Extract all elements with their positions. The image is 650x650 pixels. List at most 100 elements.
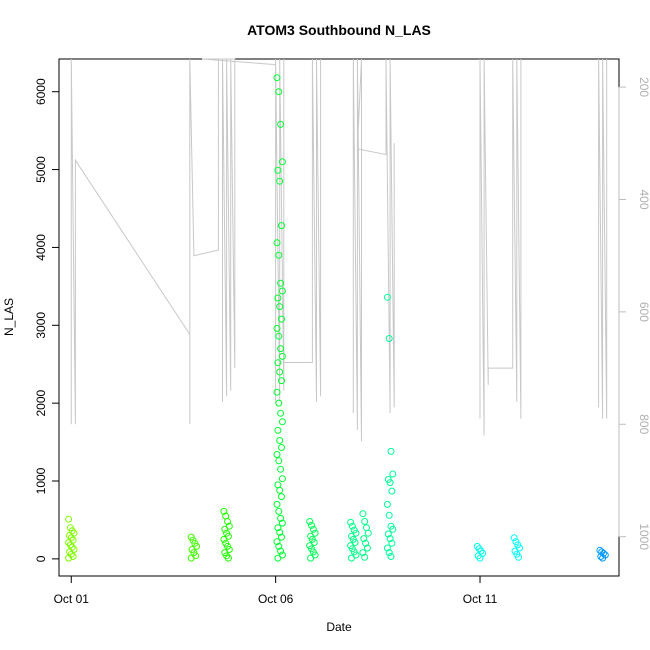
pressure-line — [70, 58, 219, 425]
y-tick-label: 5000 — [34, 156, 48, 183]
data-point — [274, 554, 282, 562]
data-point — [275, 507, 283, 515]
data-point — [275, 542, 283, 550]
y2-tick-label: 600 — [637, 302, 650, 322]
data-point — [385, 511, 393, 519]
data-point — [273, 500, 281, 508]
pressure-line — [275, 58, 322, 402]
data-point — [306, 518, 314, 525]
data-point — [278, 418, 286, 426]
data-point — [387, 447, 395, 455]
data-point — [278, 444, 285, 451]
data-point — [309, 525, 317, 533]
data-point — [274, 359, 282, 367]
pressure-line-group — [70, 58, 608, 442]
data-point — [277, 345, 285, 353]
data-point — [386, 479, 394, 487]
data-point — [278, 315, 285, 323]
data-point — [224, 518, 231, 525]
data-point — [273, 74, 281, 82]
data-point — [276, 303, 284, 311]
data-point — [278, 533, 285, 541]
y2-tick-label: 1000 — [637, 523, 650, 550]
data-point — [385, 549, 393, 557]
data-point — [362, 539, 370, 547]
data-point — [273, 388, 281, 396]
data-point — [385, 335, 393, 342]
data-point — [386, 535, 394, 543]
data-point — [277, 409, 285, 417]
x-tick-label: Oct 01 — [54, 592, 90, 606]
data-point — [278, 519, 286, 527]
y2-tick-label: 800 — [637, 414, 650, 434]
data-point — [276, 177, 284, 185]
data-point — [276, 486, 284, 494]
data-point — [476, 554, 484, 562]
data-point — [389, 470, 397, 478]
data-point — [474, 552, 482, 560]
data-point — [383, 500, 391, 508]
data-point — [276, 437, 284, 444]
data-point — [348, 522, 356, 530]
data-point — [307, 554, 315, 562]
data-point — [278, 158, 286, 166]
data-point — [66, 532, 73, 539]
data-point — [389, 525, 397, 533]
data-point — [273, 324, 281, 332]
data-point — [384, 530, 392, 538]
x-tick-label: Oct 11 — [463, 592, 498, 606]
data-point — [69, 553, 77, 560]
data-point — [224, 554, 232, 562]
secondary-y-axis: 200 400 600 800 1000 — [618, 77, 650, 550]
y-tick-label: 2000 — [34, 389, 48, 416]
data-point — [277, 279, 285, 287]
data-point — [515, 553, 523, 561]
data-point — [278, 377, 285, 385]
data-point — [275, 457, 283, 465]
data-point — [387, 553, 395, 560]
data-point — [348, 554, 355, 562]
y-tick-label: 0 — [34, 555, 48, 562]
data-point — [278, 352, 286, 360]
data-point — [223, 552, 231, 560]
data-point — [278, 222, 285, 230]
data-point — [220, 507, 228, 515]
data-point — [361, 518, 369, 525]
data-point-group — [65, 74, 609, 562]
data-point — [65, 515, 73, 523]
pressure-line — [352, 58, 395, 442]
data-point — [278, 287, 286, 295]
data-point — [65, 554, 73, 562]
data-point — [277, 547, 285, 555]
data-point — [388, 539, 396, 547]
data-point — [361, 553, 369, 561]
data-point — [273, 239, 281, 247]
data-point — [275, 332, 283, 340]
data-point — [275, 88, 283, 96]
data-point — [364, 529, 372, 537]
data-point — [274, 426, 282, 434]
data-point — [359, 549, 367, 557]
data-point — [66, 541, 74, 549]
data-point — [276, 528, 284, 536]
chart-title: ATOM3 Southbound N_LAS — [247, 22, 431, 38]
data-point — [383, 293, 391, 301]
y2-tick-label: 400 — [637, 189, 650, 209]
data-point — [278, 475, 286, 483]
data-point — [220, 535, 228, 543]
data-point — [359, 510, 367, 518]
data-point — [277, 465, 285, 473]
data-point — [274, 166, 282, 174]
y-tick-label: 1000 — [34, 467, 48, 494]
data-point — [275, 399, 283, 407]
x-axis: Oct 01 Oct 06 Oct 11 — [54, 575, 498, 606]
data-point — [388, 487, 396, 495]
y-tick-label: 4000 — [34, 234, 48, 261]
data-point — [274, 524, 282, 532]
y-axis: 0 1000 2000 3000 4000 5000 6000 — [34, 78, 60, 562]
data-point — [274, 294, 282, 302]
data-point — [221, 525, 229, 533]
data-point — [275, 251, 283, 259]
